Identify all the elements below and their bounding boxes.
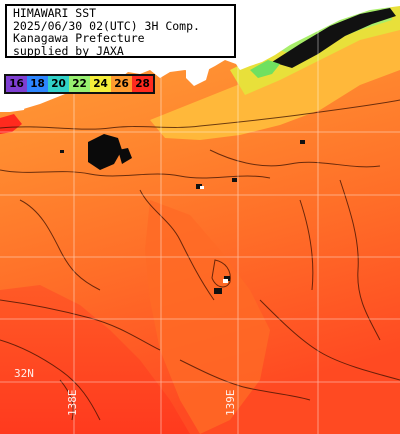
header-line-3: Kanagawa Prefecture <box>13 31 145 46</box>
legend-cell-24: 24 <box>90 76 111 92</box>
temperature-legend: 16 18 20 22 24 26 28 <box>4 74 155 94</box>
left-coast-red <box>0 114 22 134</box>
cloud-mask-bay <box>88 134 122 170</box>
coast-cloud <box>272 8 396 68</box>
cloud-specks <box>60 140 305 294</box>
peninsula-land <box>186 56 210 86</box>
legend-cell-16: 16 <box>6 76 27 92</box>
warm-water-region <box>0 285 190 434</box>
left-coast-dark <box>0 94 26 112</box>
legend-cell-28: 28 <box>132 76 153 92</box>
coast-green <box>250 60 280 78</box>
legend-cell-26: 26 <box>111 76 132 92</box>
land-specks <box>200 186 228 283</box>
lon-label-138e: 138E <box>66 389 79 417</box>
lat-label-32n: 32N <box>14 367 34 380</box>
legend-cell-22: 22 <box>69 76 90 92</box>
legend-cell-18: 18 <box>27 76 48 92</box>
cloud-mask-small <box>118 148 132 164</box>
header-line-1: HIMAWARI SST <box>13 6 97 20</box>
legend-cell-20: 20 <box>48 76 69 92</box>
header-line-4: supplied by JAXA <box>13 43 124 58</box>
warm-water-tongue <box>145 200 270 434</box>
lon-label-139e: 139E <box>224 389 237 417</box>
info-header: HIMAWARI SST 2025/06/30 02(UTC) 3H Comp.… <box>5 4 236 58</box>
header-line-2: 2025/06/30 02(UTC) 3H Comp. <box>13 18 200 33</box>
